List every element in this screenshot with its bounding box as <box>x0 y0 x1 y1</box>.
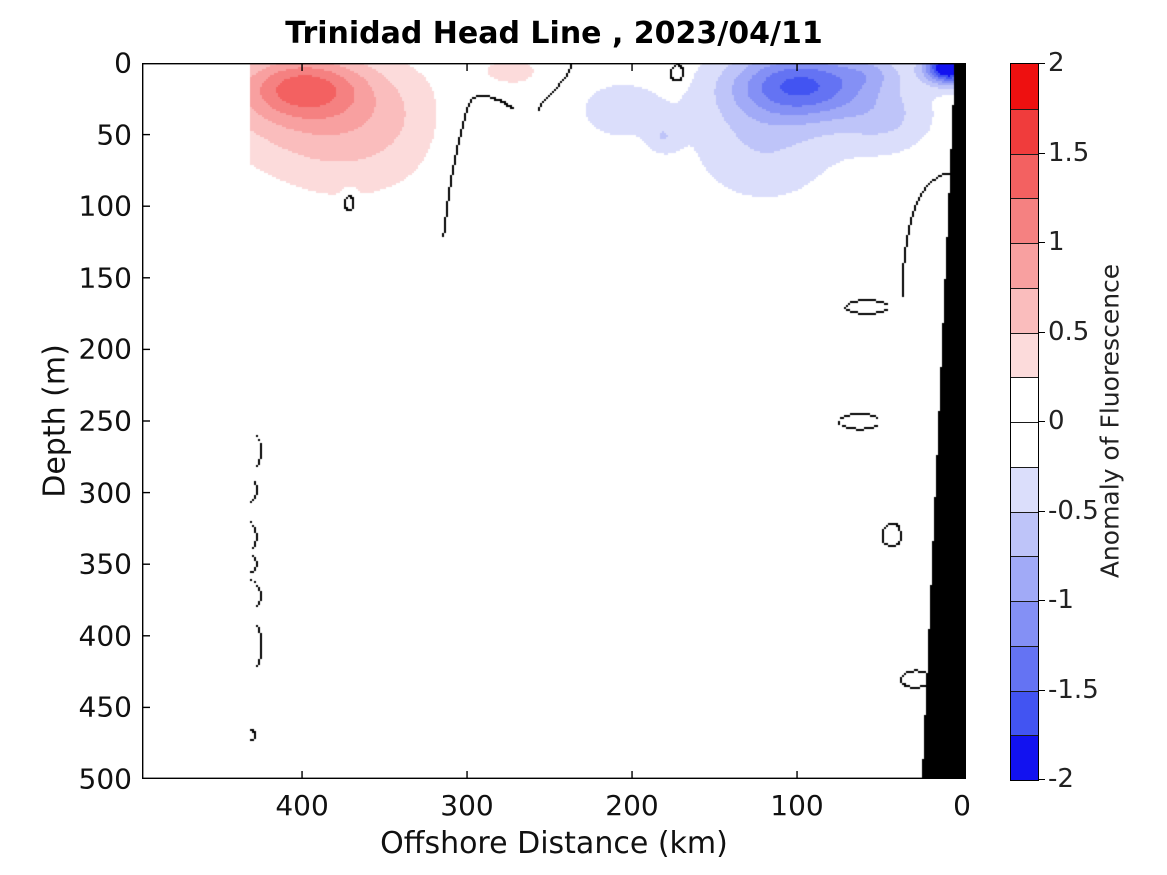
colorbar-segment <box>1011 64 1038 109</box>
colorbar-segment <box>1011 422 1038 467</box>
y-tick-label: 150 <box>78 261 132 295</box>
colorbar-tick-label: 1.5 <box>1048 137 1090 168</box>
colorbar-tick <box>1038 331 1045 333</box>
colorbar-tick-label: -1 <box>1048 585 1074 615</box>
contour-plot-canvas <box>142 63 966 779</box>
y-tick-label: 350 <box>78 547 132 581</box>
y-tick-label: 450 <box>78 690 132 724</box>
colorbar-tick-label: 1 <box>1048 227 1065 257</box>
x-tick-label: 100 <box>770 789 824 822</box>
y-tick-label: 200 <box>78 332 132 366</box>
colorbar <box>1010 63 1039 781</box>
colorbar-tick-label: 0.5 <box>1048 316 1090 347</box>
colorbar-segment <box>1011 601 1038 646</box>
y-tick-label: 250 <box>78 404 132 438</box>
colorbar-segment <box>1011 198 1038 243</box>
y-axis-label: Depth (m) <box>37 344 73 498</box>
colorbar-segment <box>1011 511 1038 557</box>
colorbar-tick <box>1038 779 1045 780</box>
y-tick-label: 0 <box>114 46 132 80</box>
x-tick-label: 0 <box>953 789 971 822</box>
colorbar-tick-label: 0 <box>1048 406 1065 436</box>
x-axis-label: Offshore Distance (km) <box>380 826 728 861</box>
colorbar-tick <box>1038 510 1045 512</box>
colorbar-tick-label: -0.5 <box>1048 495 1099 526</box>
colorbar-segment <box>1011 243 1038 288</box>
colorbar-tick <box>1038 242 1045 243</box>
colorbar-segment <box>1011 153 1038 199</box>
colorbar-segment <box>1011 377 1038 422</box>
colorbar-tick-label: -2 <box>1048 764 1074 794</box>
colorbar-label: Anomaly of Fluorescence <box>1095 263 1125 579</box>
x-tick-label: 300 <box>440 789 494 822</box>
y-tick-label: 500 <box>78 762 132 796</box>
colorbar-segment <box>1011 735 1038 780</box>
colorbar-tick <box>1038 689 1045 691</box>
colorbar-segment <box>1011 332 1038 378</box>
colorbar-tick-label: 2 <box>1048 48 1065 78</box>
y-tick-label: 100 <box>78 189 132 223</box>
colorbar-segment <box>1011 690 1038 736</box>
x-tick-label: 400 <box>275 789 329 822</box>
colorbar-segment <box>1011 287 1038 333</box>
colorbar-tick <box>1038 152 1045 154</box>
colorbar-segment <box>1011 556 1038 601</box>
colorbar-tick-label: -1.5 <box>1048 674 1099 705</box>
colorbar-segment <box>1011 645 1038 691</box>
colorbar-segment <box>1011 466 1038 512</box>
y-tick-label: 50 <box>96 118 132 152</box>
y-tick-label: 300 <box>78 476 132 510</box>
colorbar-tick <box>1038 63 1045 64</box>
colorbar-segment <box>1011 108 1038 154</box>
x-tick-label: 200 <box>605 789 659 822</box>
colorbar-tick <box>1038 421 1045 422</box>
colorbar-tick <box>1038 600 1045 601</box>
y-tick-label: 400 <box>78 619 132 653</box>
page-title: Trinidad Head Line , 2023/04/11 <box>285 16 823 51</box>
